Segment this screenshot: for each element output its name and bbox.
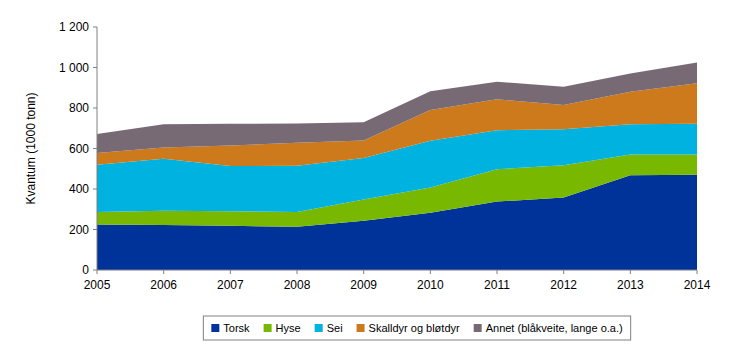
legend-swatch: [315, 324, 323, 332]
legend-swatch: [474, 324, 482, 332]
x-tick-label: 2010: [417, 278, 444, 292]
y-tick-label: 400: [69, 182, 89, 196]
x-tick: [630, 270, 631, 274]
legend-label: Skalldyr og bløtdyr: [369, 322, 460, 334]
legend-swatch: [357, 324, 365, 332]
legend-frame: [203, 316, 630, 340]
y-tick: [93, 67, 97, 68]
y-tick: [93, 148, 97, 149]
x-tick-label: 2008: [284, 278, 311, 292]
x-tick-label: 2005: [84, 278, 111, 292]
x-tick-label: 2006: [150, 278, 177, 292]
y-tick: [93, 189, 97, 190]
y-tick: [93, 108, 97, 109]
y-tick-label: 200: [69, 223, 89, 237]
x-tick: [97, 270, 98, 274]
x-tick-label: 2009: [350, 278, 377, 292]
y-tick: [93, 270, 97, 271]
y-tick-label: 800: [69, 101, 89, 115]
legend-label: Sei: [327, 322, 343, 334]
x-tick: [163, 270, 164, 274]
x-tick: [363, 270, 364, 274]
legend-swatch: [211, 324, 219, 332]
y-tick-label: 1 200: [59, 20, 89, 34]
y-tick: [93, 27, 97, 28]
x-tick-label: 2014: [684, 278, 711, 292]
legend: Torsk Hyse Sei Skalldyr og bløtdyr Annet (bl…: [203, 316, 630, 340]
x-tick: [297, 270, 298, 274]
legend-label: Torsk: [223, 322, 250, 334]
legend-label: Hyse: [276, 322, 301, 334]
x-tick-label: 2013: [617, 278, 644, 292]
legend-label: Annet (blåkveite, lange o.a.): [486, 322, 623, 334]
y-tick-label: 600: [69, 142, 89, 156]
area: [97, 62, 697, 153]
plot-area: [97, 62, 697, 270]
chart: 0 200 400 600 800 1 000 1 200 2005 2006 2007 2008 2…: [0, 0, 730, 354]
x-tick: [430, 270, 431, 274]
x-tick: [497, 270, 498, 274]
x-tick-label: 2011: [484, 278, 510, 292]
y-tick-label: 1 000: [59, 61, 89, 75]
x-tick-label: 2012: [550, 278, 577, 292]
x-tick: [230, 270, 231, 274]
x-axis: [97, 270, 697, 271]
legend-swatch: [264, 324, 272, 332]
x-tick: [697, 270, 698, 274]
y-axis-label: Kvantum (1000 tonn): [24, 92, 38, 204]
y-tick: [93, 229, 97, 230]
x-tick: [563, 270, 564, 274]
x-tick-label: 2007: [217, 278, 244, 292]
y-tick-label: 0: [82, 263, 89, 277]
